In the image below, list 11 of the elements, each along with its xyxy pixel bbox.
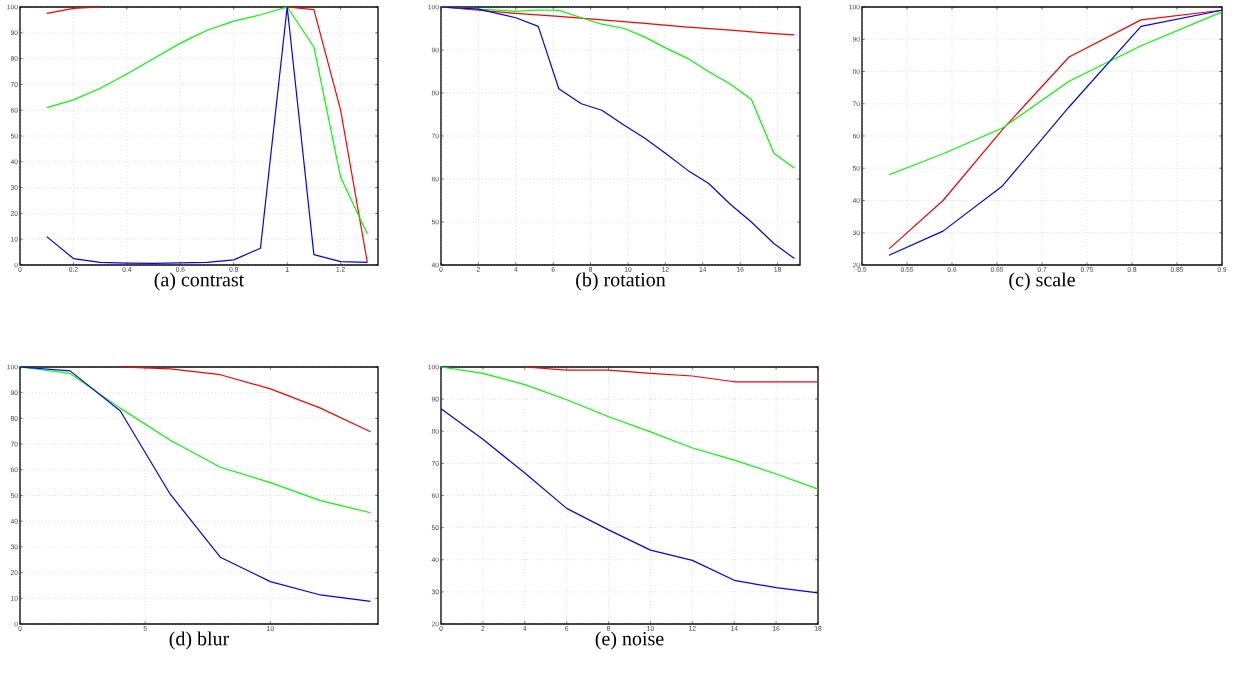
text: (a) contrast — [154, 272, 245, 291]
line-series — [440, 366, 819, 490]
line-series — [19, 366, 372, 602]
line-series — [119, 366, 372, 433]
text: (d) blur — [169, 631, 230, 650]
text: (e) noise — [595, 631, 664, 650]
text: (c) scale — [1009, 272, 1075, 291]
line-series — [888, 11, 1223, 176]
text: (b) rotation — [576, 272, 666, 291]
line-series — [440, 408, 819, 594]
line-series — [440, 6, 795, 260]
